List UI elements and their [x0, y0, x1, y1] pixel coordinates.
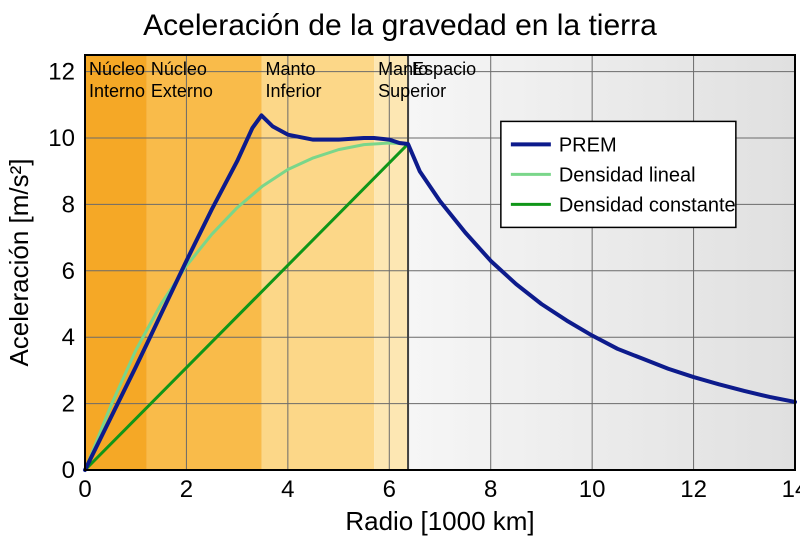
region-band — [408, 55, 795, 470]
region-band — [147, 55, 262, 470]
ytick-label: 0 — [62, 457, 75, 484]
region-label: Núcleo — [89, 59, 145, 79]
ytick-label: 2 — [62, 391, 75, 418]
region-label: Núcleo — [151, 59, 207, 79]
region-label: Manto — [265, 59, 315, 79]
region-band — [374, 55, 408, 470]
xtick-label: 6 — [383, 476, 396, 503]
gravity-chart: 02468101214024681012NúcleoInternoNúcleoE… — [0, 0, 800, 542]
chart-title: Aceleración de la gravedad en la tierra — [143, 9, 657, 42]
legend-label: PREM — [559, 134, 617, 156]
xtick-label: 4 — [281, 476, 294, 503]
ytick-label: 10 — [48, 125, 75, 152]
x-axis-label: Radio [1000 km] — [345, 506, 534, 536]
ytick-label: 4 — [62, 324, 75, 351]
y-axis-label: Aceleración [m/s²] — [4, 158, 34, 366]
region-label: Espacio — [412, 59, 476, 79]
xtick-label: 2 — [180, 476, 193, 503]
ytick-label: 8 — [62, 191, 75, 218]
xtick-label: 12 — [680, 476, 707, 503]
legend-label: Densidad lineal — [559, 164, 696, 186]
xtick-label: 10 — [579, 476, 606, 503]
ytick-label: 12 — [48, 59, 75, 86]
xtick-label: 8 — [484, 476, 497, 503]
region-label: Inferior — [265, 81, 321, 101]
ytick-label: 6 — [62, 258, 75, 285]
region-label: Externo — [151, 81, 213, 101]
region-label: Interno — [89, 81, 145, 101]
legend-label: Densidad constante — [559, 194, 736, 216]
region-band — [261, 55, 374, 470]
xtick-label: 14 — [782, 476, 800, 503]
region-label: Superior — [378, 81, 446, 101]
xtick-label: 0 — [78, 476, 91, 503]
